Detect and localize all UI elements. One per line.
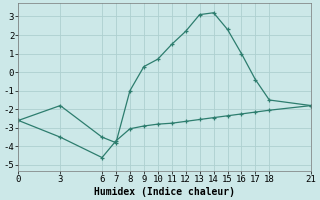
X-axis label: Humidex (Indice chaleur): Humidex (Indice chaleur) (94, 186, 235, 197)
